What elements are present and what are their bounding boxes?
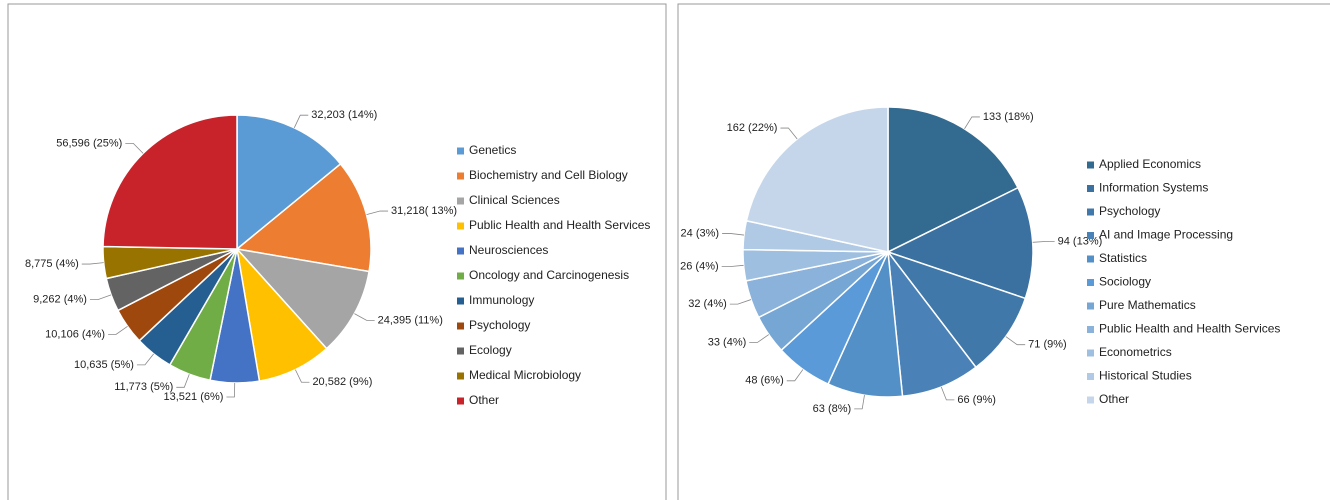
pie-chart: 133 (18%) 94 (13%) 71 (9%) 66 (9%) 63 (8%) 48…	[680, 106, 1280, 415]
legend-swatch	[457, 197, 464, 205]
legend-swatch	[457, 247, 464, 255]
legend-label: Neurosciences	[469, 243, 548, 257]
value-label: 31,218( 13%)	[391, 205, 457, 217]
legend-label: Statistics	[1099, 251, 1147, 265]
legend-label: Sociology	[1099, 275, 1151, 289]
pie-slice	[102, 114, 238, 250]
leader-line	[354, 313, 375, 321]
legend-swatch	[457, 347, 464, 355]
pie-slice	[234, 247, 370, 350]
value-label: 8,775 (4%)	[25, 258, 79, 270]
legend-swatch	[457, 172, 464, 180]
leader-line	[780, 127, 798, 140]
value-label: 20,582 (9%)	[312, 376, 372, 388]
legend-label: Public Health and Health Services	[1099, 322, 1280, 336]
leader-line	[136, 353, 154, 366]
legend-swatch	[457, 372, 464, 380]
legend-swatch	[1087, 232, 1094, 239]
legend-label: Information Systems	[1099, 181, 1208, 195]
leader-line	[108, 325, 128, 335]
value-label: 32,203 (14%)	[311, 109, 377, 121]
legend-label: Other	[1099, 392, 1129, 406]
legend-label: Other	[469, 393, 499, 407]
legend-swatch	[1087, 255, 1094, 263]
legend-label: Biochemistry and Cell Biology	[469, 168, 628, 182]
value-label: 33 (4%)	[708, 336, 747, 348]
leader-line	[81, 262, 104, 265]
legend-swatch	[1087, 326, 1094, 333]
leader-line	[854, 395, 865, 410]
value-label: 9,262 (4%)	[33, 294, 87, 306]
value-label: 71 (9%)	[1028, 339, 1067, 351]
legend-label: Pure Mathematics	[1099, 298, 1196, 312]
value-label: 13,521 (6%)	[164, 391, 224, 403]
legend-swatch	[1087, 373, 1094, 380]
value-label: 48 (6%)	[745, 375, 784, 387]
leader-line	[940, 386, 955, 401]
legend-label: Clinical Sciences	[469, 193, 560, 207]
legend-swatch	[457, 297, 464, 305]
value-label: 10,635 (5%)	[74, 359, 134, 371]
legend-label: Oncology and Carcinogenesis	[469, 268, 629, 282]
value-label: 26 (4%)	[680, 260, 719, 272]
value-label: 162 (22%)	[727, 122, 778, 134]
value-label: 63 (8%)	[813, 403, 852, 415]
leader-line	[786, 369, 804, 382]
legend-label: Applied Economics	[1099, 157, 1201, 171]
legend-label: Psychology	[469, 318, 530, 332]
legend-swatch	[457, 147, 464, 155]
leader-line	[722, 233, 745, 236]
legend-label: Psychology	[1099, 204, 1160, 218]
value-label: 94 (13%)	[1058, 235, 1103, 247]
legend-swatch	[1087, 349, 1094, 357]
leader-line	[729, 299, 752, 305]
value-label: 10,106 (4%)	[45, 328, 105, 340]
leader-line	[366, 210, 389, 216]
leader-line	[294, 369, 310, 383]
leader-line	[89, 294, 112, 301]
value-label: 11,773 (5%)	[114, 381, 173, 393]
leader-line	[293, 114, 309, 129]
legend-label: AI and Image Processing	[1099, 228, 1233, 242]
legend-swatch	[1087, 208, 1094, 216]
value-label: 66 (9%)	[957, 394, 996, 406]
leader-line	[1032, 240, 1055, 243]
legend-swatch	[1087, 161, 1094, 169]
pie-slice	[885, 250, 1027, 369]
pie-slice	[887, 106, 1019, 254]
legend-swatch	[1087, 302, 1094, 310]
leader-line	[226, 382, 236, 398]
leader-line	[749, 334, 770, 343]
legend-label: Genetics	[469, 143, 516, 157]
leader-line	[176, 374, 190, 388]
leader-line	[721, 264, 744, 267]
legend-swatch	[457, 272, 464, 280]
pie-slice	[236, 114, 342, 251]
legend-label: Historical Studies	[1099, 369, 1192, 383]
value-label: 133 (18%)	[983, 111, 1034, 123]
pie-slice	[235, 162, 372, 273]
pie-chart: 32,203 (14%) 31,218( 13%) 24,395 (11%) 20,5…	[25, 109, 650, 407]
legend-swatch	[1087, 396, 1094, 404]
pie-slice	[745, 106, 889, 253]
leader-line	[1005, 336, 1026, 346]
legend-label: Public Health and Health Services	[469, 218, 650, 232]
legend-label: Econometrics	[1099, 345, 1172, 359]
legend-label: Immunology	[469, 293, 534, 307]
leader-line	[125, 142, 144, 154]
value-label: 24 (3%)	[681, 227, 720, 239]
value-label: 32 (4%)	[688, 298, 727, 310]
legend-label: Ecology	[469, 343, 512, 357]
leader-line	[964, 116, 980, 130]
legend-swatch	[457, 222, 464, 230]
legend-swatch	[1087, 279, 1094, 286]
legend-swatch	[457, 322, 464, 330]
value-label: 24,395 (11%)	[378, 314, 443, 326]
legend-swatch	[457, 397, 464, 405]
legend-swatch	[1087, 185, 1094, 192]
value-label: 56,596 (25%)	[56, 137, 122, 149]
legend-label: Medical Microbiology	[469, 368, 581, 382]
